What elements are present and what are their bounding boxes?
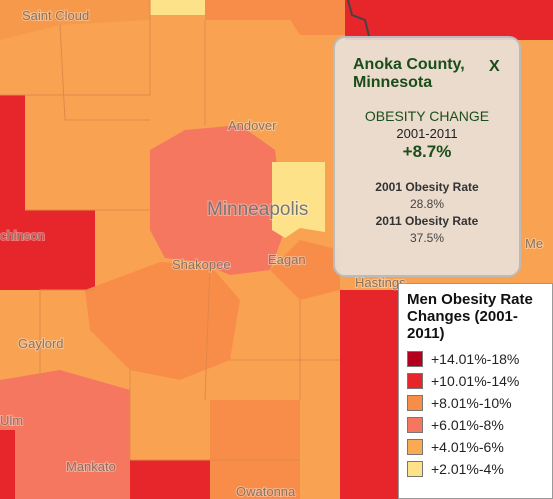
region [85,262,240,380]
region [210,400,300,499]
period: 2001-2011 [396,126,458,141]
legend-item: +2.01%-4% [407,458,544,480]
legend-swatch [407,373,423,389]
region [205,0,345,35]
legend-label: +14.01%-18% [431,351,520,367]
place-label: Shakopee [172,257,231,272]
legend-item: +8.01%-10% [407,392,544,414]
close-button[interactable]: X [489,58,500,75]
legend-swatch [407,439,423,455]
region [340,290,400,499]
legend-label: +8.01%-10% [431,395,512,411]
rate-value: 28.8% [409,197,445,211]
place-label: Ulm [0,413,23,428]
legend-item: +4.01%-6% [407,436,544,458]
legend: Men Obesity Rate Changes (2001-2011) +14… [398,283,553,499]
region [0,0,150,40]
legend-title: Men Obesity Rate Changes (2001-2011) [407,291,533,342]
legend-label: +6.01%-8% [431,417,504,433]
place-label: Mankato [66,459,116,474]
legend-label: +4.01%-6% [431,439,504,455]
place-label: Saint Cloud [22,8,89,23]
legend-item: +10.01%-14% [407,370,544,392]
place-label: Andover [228,118,277,133]
place-label: chinson [0,228,45,243]
state-border [347,0,371,41]
info-popup: Anoka County, Minnesota X OBESITY CHANGE… [333,36,521,277]
county-borders [0,0,340,461]
rate-label: 2001 Obesity Rate [375,180,479,194]
rate-label: 2011 Obesity Rate [375,214,479,228]
place-label: Gaylord [18,336,64,351]
legend-label: +2.01%-4% [431,461,504,477]
region [272,162,325,238]
legend-label: +10.01%-14% [431,373,520,389]
popup-title: Anoka County, Minnesota [353,56,465,91]
rate-value: 37.5% [409,231,445,245]
region [150,125,285,275]
legend-item: +14.01%-18% [407,348,544,370]
region [270,240,340,300]
place-label: Hastings [355,275,406,290]
legend-swatch [407,417,423,433]
region [345,0,553,40]
region [0,430,15,499]
place-label: Owatonna [236,484,296,499]
change-value: +8.7% [402,142,452,161]
legend-swatch [407,395,423,411]
place-label: Minneapolis [207,199,308,220]
legend-item: +6.01%-8% [407,414,544,436]
region [130,460,210,499]
legend-swatch [407,461,423,477]
place-label: Me [525,236,543,251]
region [150,0,205,15]
place-label: Eagan [268,252,306,267]
region [0,95,95,290]
legend-swatch [407,351,423,367]
metric-label: OBESITY CHANGE [364,108,490,124]
